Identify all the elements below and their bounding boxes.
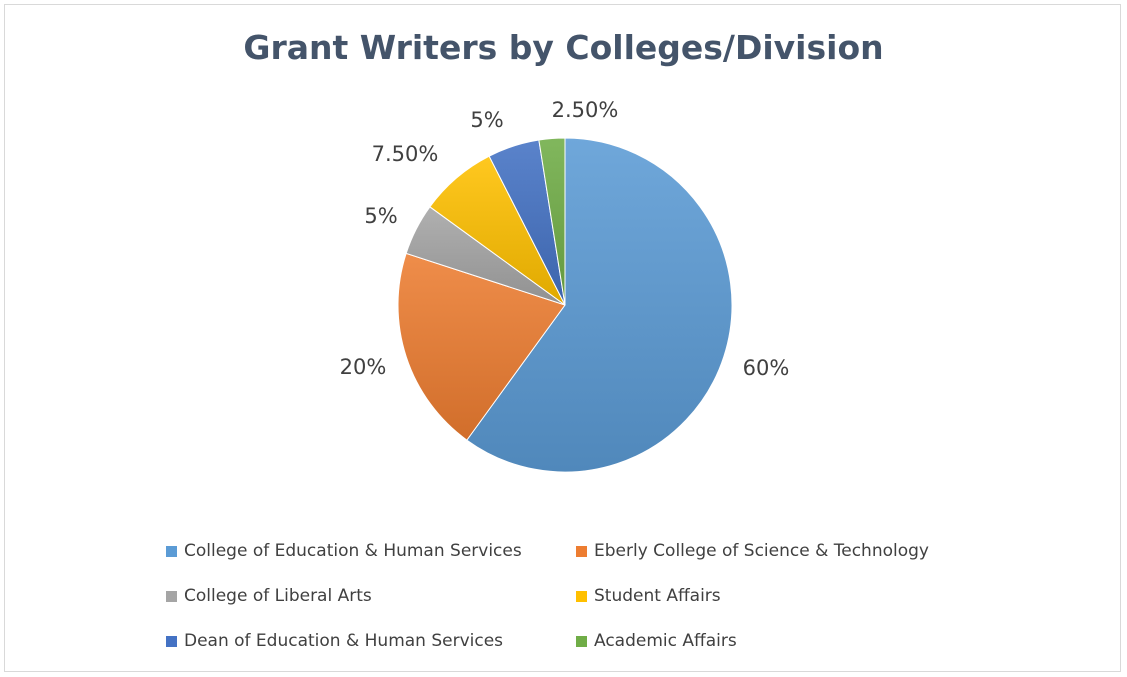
data-label-dean-of-education-and-human-services: 5% [470,108,503,132]
legend-item-academic-affairs: Academic Affairs [576,630,737,652]
pie-slice-eberly-college-of-science-and-technology [397,252,566,441]
chart-title: Grant Writers by Colleges/Division [243,28,884,67]
pie-slice-college-of-education-and-human-services [466,137,733,473]
legend-swatch [166,635,177,647]
pie-slice-academic-affairs [538,137,566,306]
data-label-eberly-college-of-science-and-technology: 20% [340,355,387,379]
legend-label: College of Education & Human Services [184,541,522,561]
legend-label: Student Affairs [594,586,721,606]
pie-data-labels: 60% 20% 5% 7.50% 5% 2.50% [340,98,790,380]
pie-slices [397,137,733,473]
legend-item-student-affairs: Student Affairs [576,585,721,607]
legend-label: Eberly College of Science & Technology [594,541,929,561]
legend-swatch [576,590,587,602]
legend-swatch [576,635,587,647]
data-label-college-of-education-and-human-services: 60% [743,356,790,380]
legend-swatch [166,545,177,557]
legend-label: Academic Affairs [594,631,737,651]
legend-swatch [576,545,587,557]
legend-swatch [166,590,177,602]
data-label-student-affairs: 7.50% [372,142,439,166]
legend-label: Dean of Education & Human Services [184,631,504,651]
legend-item-eberly-college-of-science-and-technology: Eberly College of Science & Technology [576,540,929,562]
legend-item-college-of-liberal-arts: College of Liberal Arts [166,585,372,607]
legend-item-college-of-education-and-human-services: College of Education & Human Services [166,540,522,562]
data-label-academic-affairs: 2.50% [552,98,619,122]
data-label-college-of-liberal-arts: 5% [364,204,397,228]
legend-label: College of Liberal Arts [184,586,372,606]
legend-item-dean-of-education-and-human-services: Dean of Education & Human Services [166,630,503,652]
